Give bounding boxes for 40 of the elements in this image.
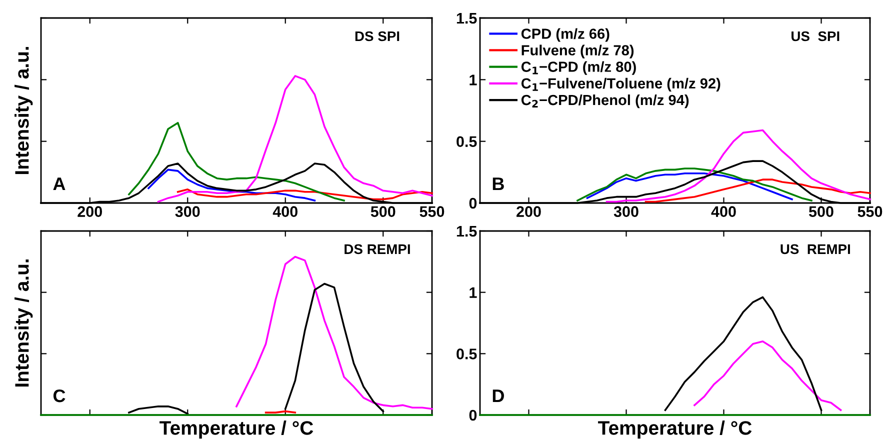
y-axis-title: Intensity / a.u. bbox=[14, 47, 33, 174]
x-tick-label: 500 bbox=[370, 206, 396, 217]
x-tick-label: 400 bbox=[272, 206, 298, 217]
legend-label: C$_{1}$−Fulvene/Toluene (m/z 92) bbox=[521, 78, 720, 92]
text: DS SPI bbox=[355, 31, 400, 42]
text: US SPI bbox=[792, 31, 840, 42]
x-tick-label: 550 bbox=[858, 206, 882, 217]
legend-label: Fulvene (m/z 78) bbox=[522, 44, 634, 58]
text: DS REMPI bbox=[344, 244, 410, 254]
text: US REMPI bbox=[780, 244, 850, 254]
line-series bbox=[576, 168, 812, 202]
x-tick-label: 200 bbox=[516, 206, 541, 217]
x-axis-title: Temperature / °C bbox=[160, 420, 314, 439]
y-tick-label: 0 bbox=[469, 410, 477, 421]
y-tick-label: 0.5 bbox=[456, 136, 477, 148]
legend-label: CPD (m/z 66) bbox=[521, 28, 610, 42]
annotation: C bbox=[53, 389, 66, 402]
y-tick-label: 1.5 bbox=[456, 13, 477, 24]
x-tick-label: 300 bbox=[614, 206, 638, 218]
legend-label: C$_{1}$−CPD (m/z 80) bbox=[521, 61, 636, 75]
x-tick-label: 500 bbox=[808, 206, 834, 217]
y-tick-label: 0.5 bbox=[456, 348, 477, 360]
y-tick-label: 1 bbox=[470, 287, 477, 298]
x-tick-label: 400 bbox=[711, 206, 736, 217]
x-tick-label: 200 bbox=[78, 206, 102, 217]
y-tick-label: 1.5 bbox=[456, 226, 477, 237]
line-series bbox=[586, 172, 793, 200]
annotation: B bbox=[492, 178, 504, 190]
legend-label: C$_{2}$−CPD/Phenol (m/z 94) bbox=[521, 94, 689, 108]
annotation: D bbox=[492, 390, 504, 402]
line-series bbox=[694, 340, 842, 411]
line-series bbox=[606, 129, 871, 203]
x-tick-label: 550 bbox=[420, 206, 444, 217]
y-tick-label: 0 bbox=[469, 198, 477, 209]
line-series bbox=[644, 178, 871, 203]
y-axis-title: Intensity / a.u. bbox=[14, 260, 33, 387]
annotation: A bbox=[53, 178, 66, 190]
y-tick-label: 1 bbox=[470, 74, 477, 86]
x-tick-label: 300 bbox=[175, 206, 200, 218]
x-axis-title: Temperature / °C bbox=[598, 420, 752, 439]
